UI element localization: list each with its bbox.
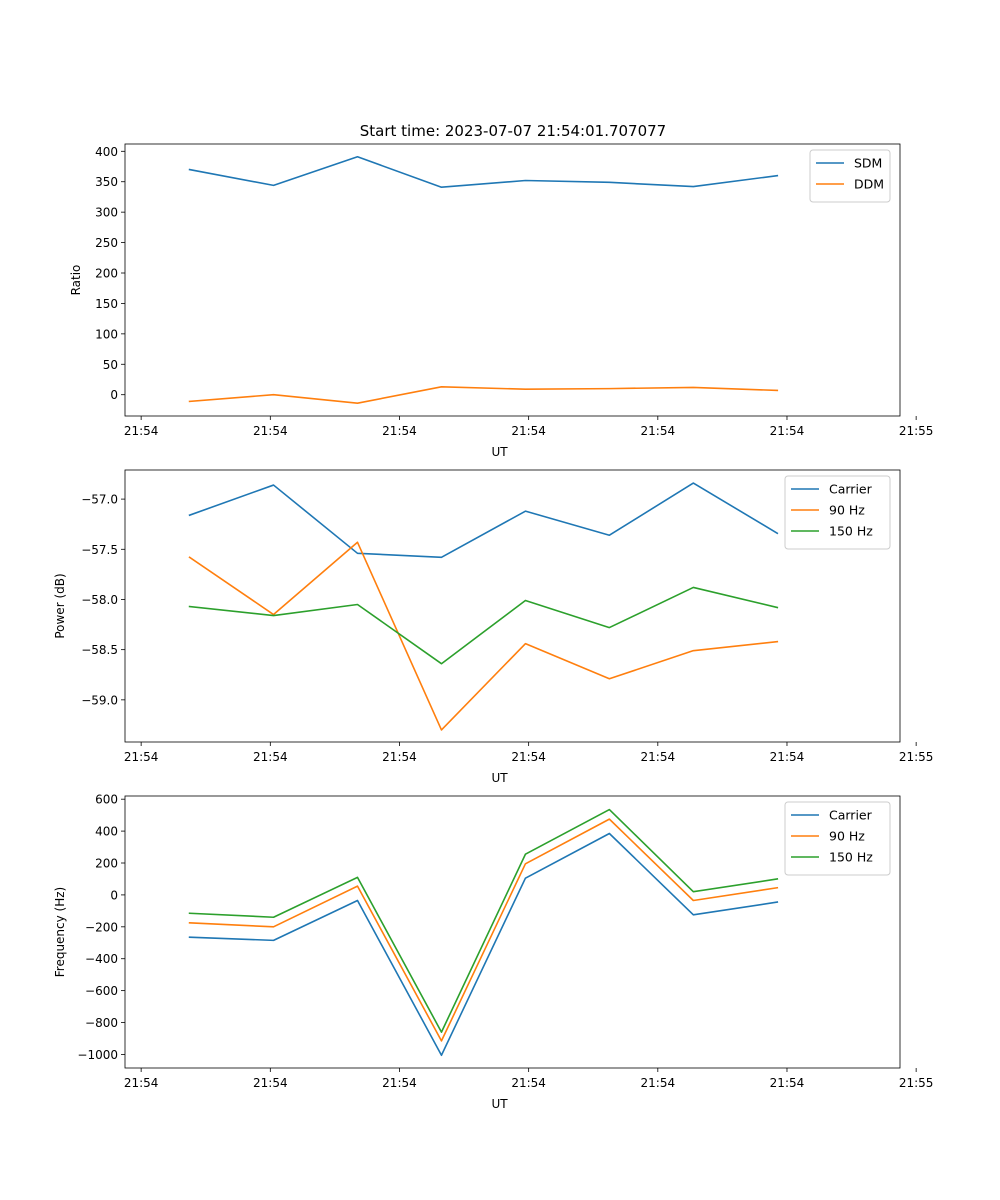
subplot-2: 21:54 21:54 21:54 21:54 21:54 21:54 21:55 −59.0… — [53, 469, 934, 785]
x-tick-label: 21:54 — [511, 424, 546, 438]
x-tick-label: 21:55 — [899, 1076, 934, 1090]
y-tick-label: 400 — [95, 825, 118, 839]
y-tick-label: 300 — [95, 206, 118, 220]
y-tick-label: −58.5 — [81, 643, 118, 657]
x-axis-label: UT — [491, 445, 508, 459]
subplot-1: 21:54 21:54 21:54 21:54 21:54 21:54 21:55 0 50 10… — [69, 143, 934, 459]
legend-label: Carrier — [829, 482, 873, 497]
axes-frame — [124, 143, 901, 417]
x-tick-label: 21:54 — [382, 1076, 417, 1090]
y-tick-label: −58.0 — [81, 593, 118, 607]
series-line-ddm — [188, 385, 779, 405]
x-axis-label: UT — [491, 1097, 508, 1111]
y-tick-label: 600 — [95, 793, 118, 807]
x-tick-label: 21:54 — [382, 750, 417, 764]
x-tick-label: 21:55 — [899, 750, 934, 764]
x-tick-label: 21:54 — [124, 1076, 159, 1090]
legend-label: DDM — [854, 177, 884, 192]
y-tick-label: 50 — [103, 358, 118, 372]
y-tick-label: −400 — [85, 952, 118, 966]
subplot-3: 21:54 21:54 21:54 21:54 21:54 21:54 21:55 −1000… — [53, 793, 933, 1111]
x-tick-label: 21:54 — [124, 750, 159, 764]
y-tick-label: −1000 — [77, 1048, 118, 1062]
legend-label: 90 Hz — [829, 829, 865, 844]
y-tick-label: −59.0 — [81, 693, 118, 707]
x-tick-label: 21:54 — [253, 424, 288, 438]
legend-label: 150 Hz — [829, 850, 873, 865]
series-line-sdm — [188, 155, 779, 188]
series-line-90-hz — [188, 541, 779, 731]
x-tick-label: 21:54 — [382, 424, 417, 438]
series-line-150-hz — [188, 808, 779, 1033]
y-axis-label: Ratio — [69, 265, 83, 296]
y-tick-label: 200 — [95, 267, 118, 281]
series-line-carrier — [188, 832, 779, 1057]
x-tick-label: 21:54 — [770, 424, 805, 438]
x-axis-label: UT — [491, 771, 508, 785]
x-tick-label: 21:54 — [770, 1076, 805, 1090]
axes-frame — [124, 795, 901, 1069]
y-tick-label: 150 — [95, 297, 118, 311]
x-tick-label: 21:54 — [641, 1076, 676, 1090]
x-tick-label: 21:54 — [124, 424, 159, 438]
y-tick-label: −200 — [85, 920, 118, 934]
series-line-90-hz — [188, 818, 779, 1042]
legend: Carrier 90 Hz 150 Hz — [784, 475, 891, 550]
y-tick-label: 400 — [95, 145, 118, 159]
x-tick-label: 21:54 — [511, 1076, 546, 1090]
y-axis-label: Power (dB) — [53, 573, 67, 638]
x-tick-label: 21:54 — [770, 750, 805, 764]
y-tick-label: 0 — [110, 388, 118, 402]
axes-frame — [124, 469, 901, 743]
y-tick-label: −800 — [85, 1016, 118, 1030]
figure-title: Start time: 2023-07-07 21:54:01.707077 — [360, 122, 666, 140]
y-tick-label: 200 — [95, 857, 118, 871]
y-tick-label: −600 — [85, 984, 118, 998]
legend: SDM DDM — [809, 149, 891, 203]
series-line-150-hz — [188, 586, 779, 665]
x-tick-label: 21:54 — [253, 750, 288, 764]
series-line-carrier — [188, 482, 779, 559]
x-tick-label: 21:54 — [253, 1076, 288, 1090]
y-tick-label: −57.5 — [81, 543, 118, 557]
y-tick-label: 0 — [110, 888, 118, 902]
y-axis-label: Frequency (Hz) — [53, 887, 67, 978]
y-tick-label: 100 — [95, 327, 118, 341]
x-tick-label: 21:55 — [899, 424, 934, 438]
legend-label: SDM — [854, 156, 882, 171]
x-tick-label: 21:54 — [641, 750, 676, 764]
legend-label: 150 Hz — [829, 524, 873, 539]
y-tick-label: 250 — [95, 236, 118, 250]
x-tick-label: 21:54 — [641, 424, 676, 438]
x-tick-label: 21:54 — [511, 750, 546, 764]
y-tick-label: −57.0 — [81, 493, 118, 507]
y-tick-label: 350 — [95, 175, 118, 189]
subplots: 21:54 21:54 21:54 21:54 21:54 21:54 21:55 0 50 10… — [53, 143, 934, 1111]
legend-label: 90 Hz — [829, 503, 865, 518]
legend: Carrier 90 Hz 150 Hz — [784, 801, 891, 876]
legend-label: Carrier — [829, 808, 873, 823]
